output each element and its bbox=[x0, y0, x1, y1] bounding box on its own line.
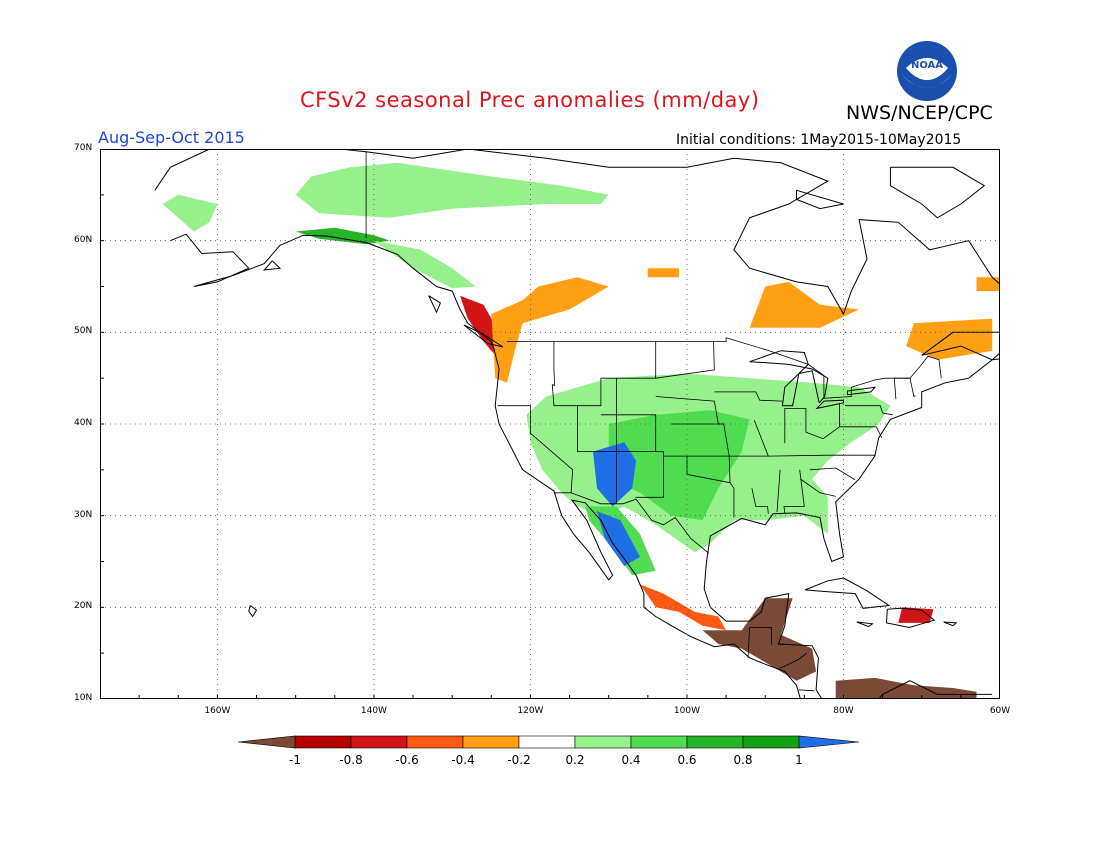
boundary-line bbox=[655, 341, 715, 379]
coastline bbox=[170, 233, 813, 709]
boundary-line bbox=[600, 414, 657, 452]
boundary-line bbox=[798, 689, 815, 692]
colorbar-label: 1 bbox=[795, 753, 803, 767]
coastline bbox=[856, 621, 874, 628]
colorbar-swatch bbox=[462, 735, 520, 749]
initial-conditions-label: Initial conditions: 1May2015-10May2015 bbox=[676, 132, 962, 148]
lon-tick-label: 100W bbox=[673, 706, 700, 716]
boundary-line bbox=[553, 492, 710, 554]
colorbar-max-triangle bbox=[798, 735, 860, 749]
colorbar-swatch bbox=[350, 735, 408, 749]
boundary-line bbox=[800, 478, 836, 497]
lat-tick-label: 20N bbox=[74, 601, 93, 612]
boundary-line bbox=[805, 426, 840, 440]
lat-tick-label: 10N bbox=[74, 693, 93, 703]
boundary-line bbox=[845, 405, 893, 416]
lon-tick-label: 160W bbox=[204, 706, 231, 716]
anomaly-region bbox=[976, 277, 1000, 292]
agency-label: NWS/NCEP/CPC bbox=[846, 102, 993, 124]
coastline bbox=[846, 386, 877, 396]
colorbar-swatch bbox=[518, 735, 576, 749]
coastline bbox=[428, 295, 442, 314]
lat-tick-label: 50N bbox=[74, 326, 93, 337]
boundary-line bbox=[747, 627, 772, 658]
boundary-line bbox=[779, 652, 807, 670]
coastline bbox=[804, 577, 891, 609]
coastline bbox=[796, 189, 844, 210]
colorbar-label: 0.8 bbox=[733, 753, 753, 767]
noaa-logo-text: NOAA bbox=[911, 60, 943, 71]
boundary-line bbox=[784, 408, 807, 444]
lat-tick-label: 60N bbox=[74, 234, 93, 245]
anomaly-region bbox=[608, 410, 750, 521]
colorbar-label: 0.4 bbox=[621, 753, 641, 767]
coastline bbox=[943, 621, 958, 627]
colorbar-swatch bbox=[574, 735, 632, 749]
anomaly-region bbox=[835, 677, 977, 699]
colorbar-swatch bbox=[630, 735, 688, 749]
anomaly-region bbox=[898, 607, 934, 623]
anomaly-region bbox=[162, 194, 218, 232]
anomaly-region bbox=[906, 318, 993, 360]
boundary-line bbox=[663, 454, 876, 457]
anomaly-region bbox=[491, 277, 609, 383]
colorbar-label: -0.4 bbox=[451, 753, 475, 767]
coastline bbox=[463, 324, 504, 348]
colorbar-label: -0.2 bbox=[507, 753, 531, 767]
lon-tick-label: 120W bbox=[517, 706, 544, 716]
anomaly-region bbox=[702, 598, 817, 681]
anomaly-map bbox=[99, 139, 1057, 714]
boundary-line bbox=[507, 337, 942, 399]
boundary-line bbox=[753, 420, 769, 457]
coastline bbox=[749, 350, 829, 407]
colorbar-swatch bbox=[406, 735, 464, 749]
boundary-line bbox=[893, 377, 916, 400]
colorbar-swatch bbox=[742, 735, 800, 749]
anomaly-region bbox=[597, 511, 640, 567]
lon-tick-label: 80W bbox=[833, 706, 854, 716]
coastlines bbox=[154, 139, 1057, 714]
graticule bbox=[100, 148, 1001, 700]
lat-tick-label: 70N bbox=[74, 143, 93, 153]
colorbar-swatch bbox=[686, 735, 744, 749]
boundary-line bbox=[776, 469, 781, 513]
map-title: CFSv2 seasonal Prec anomalies (mm/day) bbox=[300, 88, 760, 112]
coastline bbox=[885, 607, 936, 629]
lat-tick-label: 30N bbox=[74, 509, 93, 520]
boundary-line bbox=[497, 405, 574, 493]
colorbar-label: -1 bbox=[289, 753, 301, 767]
boundary-line bbox=[783, 469, 805, 513]
lon-tick-label: 140W bbox=[360, 706, 387, 716]
anomaly-region bbox=[593, 442, 637, 507]
colorbar-label: 0.6 bbox=[677, 753, 697, 767]
boundary-line bbox=[577, 405, 664, 498]
colorbar-label: -0.8 bbox=[339, 753, 363, 767]
colorbar-min-triangle bbox=[238, 735, 296, 749]
boundary-line bbox=[655, 396, 735, 518]
colorbar bbox=[238, 735, 860, 749]
colorbar-label: 0.2 bbox=[565, 753, 585, 767]
anomaly-region bbox=[749, 281, 860, 328]
noaa-logo: NOAA bbox=[897, 41, 957, 101]
anomaly-region bbox=[640, 584, 727, 631]
lat-tick-label: 40N bbox=[74, 418, 93, 428]
coastline bbox=[263, 260, 282, 271]
boundary-line bbox=[551, 341, 657, 407]
season-label: Aug-Sep-Oct 2015 bbox=[98, 128, 245, 147]
boundary-line bbox=[809, 467, 856, 481]
colorbar-label: -0.6 bbox=[395, 753, 419, 767]
anomaly-region bbox=[647, 268, 680, 278]
lon-tick-label: 60W bbox=[989, 706, 1011, 716]
coastline bbox=[815, 399, 844, 410]
coastline bbox=[889, 166, 986, 219]
anomaly-region bbox=[295, 227, 390, 245]
boundary-line bbox=[714, 391, 783, 402]
coastline bbox=[248, 605, 258, 618]
colorbar-swatch bbox=[294, 735, 352, 749]
coastline bbox=[154, 139, 1025, 714]
anomaly-region bbox=[373, 240, 476, 289]
boundary-line bbox=[751, 488, 769, 514]
boundary-line bbox=[839, 403, 883, 438]
